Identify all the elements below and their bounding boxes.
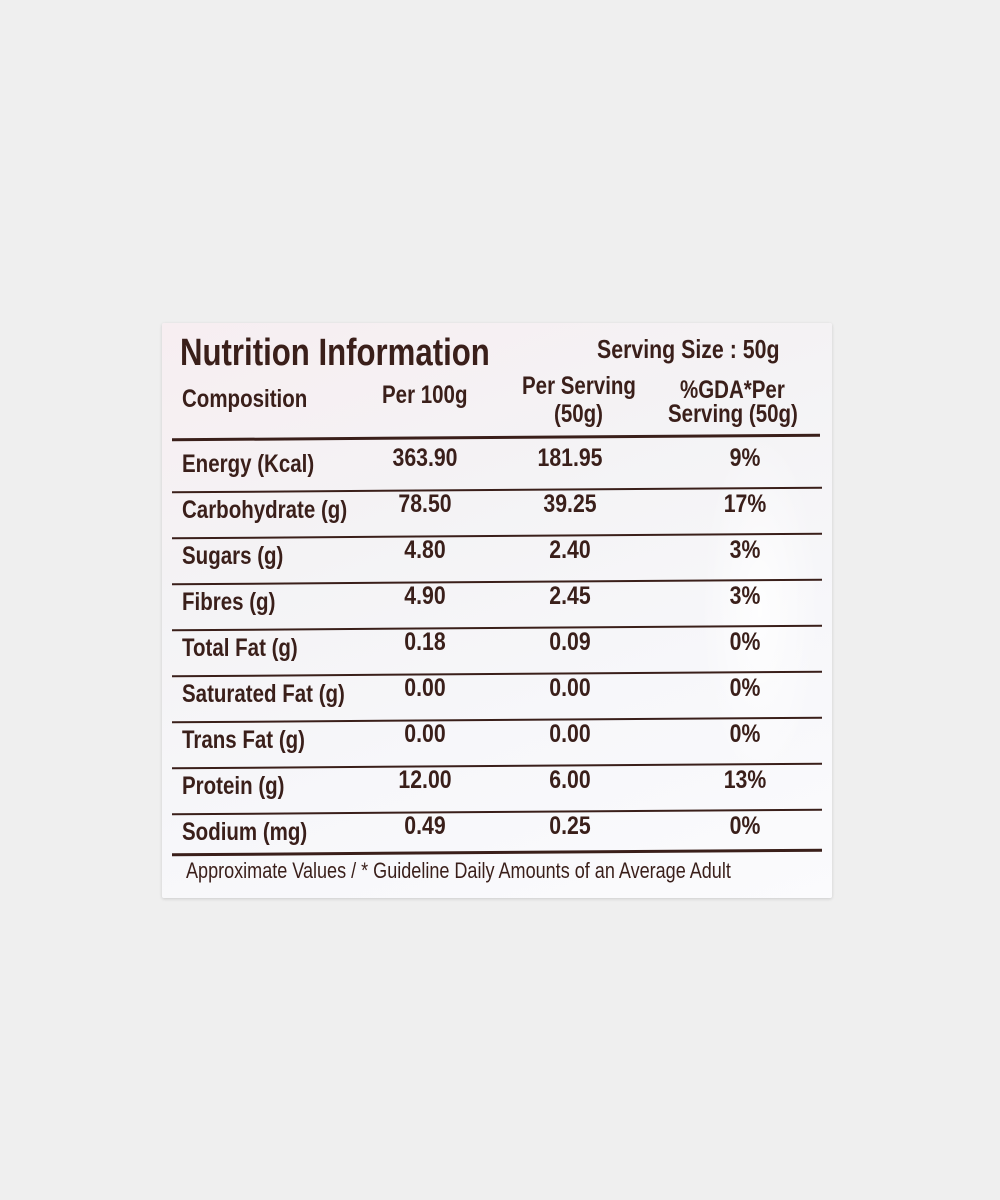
header-per-serving-unit: (50g) — [554, 400, 603, 428]
serving-size: Serving Size : 50g — [597, 334, 780, 364]
per-100g-value: 363.90 — [392, 444, 458, 472]
header-gda-serving: Serving (50g) — [668, 400, 798, 428]
per-serving-value: 181.95 — [537, 444, 603, 472]
nutrient-name: Sodium (mg) — [182, 818, 308, 846]
header-gda: %GDA*Per — [680, 376, 785, 404]
per-serving-value: 2.45 — [549, 582, 591, 610]
per-100g-value: 78.50 — [398, 490, 452, 518]
per-100g-value: 0.49 — [404, 812, 446, 840]
nutrient-name: Trans Fat (g) — [182, 726, 306, 754]
per-serving-value: 0.00 — [549, 720, 591, 748]
gda-value: 0% — [729, 812, 761, 840]
per-serving-value: 39.25 — [543, 490, 597, 518]
nutrient-name: Sugars (g) — [182, 542, 284, 570]
footnote: Approximate Values / * Guideline Daily A… — [186, 858, 731, 883]
header-per-100g: Per 100g — [382, 381, 468, 409]
per-serving-value: 2.40 — [549, 536, 591, 564]
header-composition: Composition — [182, 385, 308, 413]
gda-value: 0% — [729, 720, 761, 748]
nutrient-name: Total Fat (g) — [182, 634, 298, 662]
per-serving-value: 6.00 — [549, 766, 591, 794]
per-100g-value: 0.18 — [404, 628, 446, 656]
gda-value: 13% — [723, 766, 767, 794]
gda-value: 17% — [723, 490, 767, 518]
nutrient-name: Energy (Kcal) — [182, 450, 315, 478]
nutrient-name: Saturated Fat (g) — [182, 680, 345, 708]
gda-value: 3% — [729, 536, 761, 564]
per-serving-value: 0.00 — [549, 674, 591, 702]
per-100g-value: 4.80 — [404, 536, 446, 564]
gda-value: 9% — [729, 444, 761, 472]
gda-value: 0% — [729, 628, 761, 656]
per-100g-value: 12.00 — [398, 766, 452, 794]
per-serving-value: 0.09 — [549, 628, 591, 656]
nutrient-name: Fibres (g) — [182, 588, 276, 616]
gda-value: 3% — [729, 582, 761, 610]
per-100g-value: 4.90 — [404, 582, 446, 610]
per-serving-value: 0.25 — [549, 812, 591, 840]
header-per-serving: Per Serving — [522, 372, 636, 400]
nutrient-name: Carbohydrate (g) — [182, 496, 348, 524]
nutrition-title: Nutrition Information — [180, 332, 490, 374]
per-100g-value: 0.00 — [404, 674, 446, 702]
gda-value: 0% — [729, 674, 761, 702]
per-100g-value: 0.00 — [404, 720, 446, 748]
nutrient-name: Protein (g) — [182, 772, 285, 800]
